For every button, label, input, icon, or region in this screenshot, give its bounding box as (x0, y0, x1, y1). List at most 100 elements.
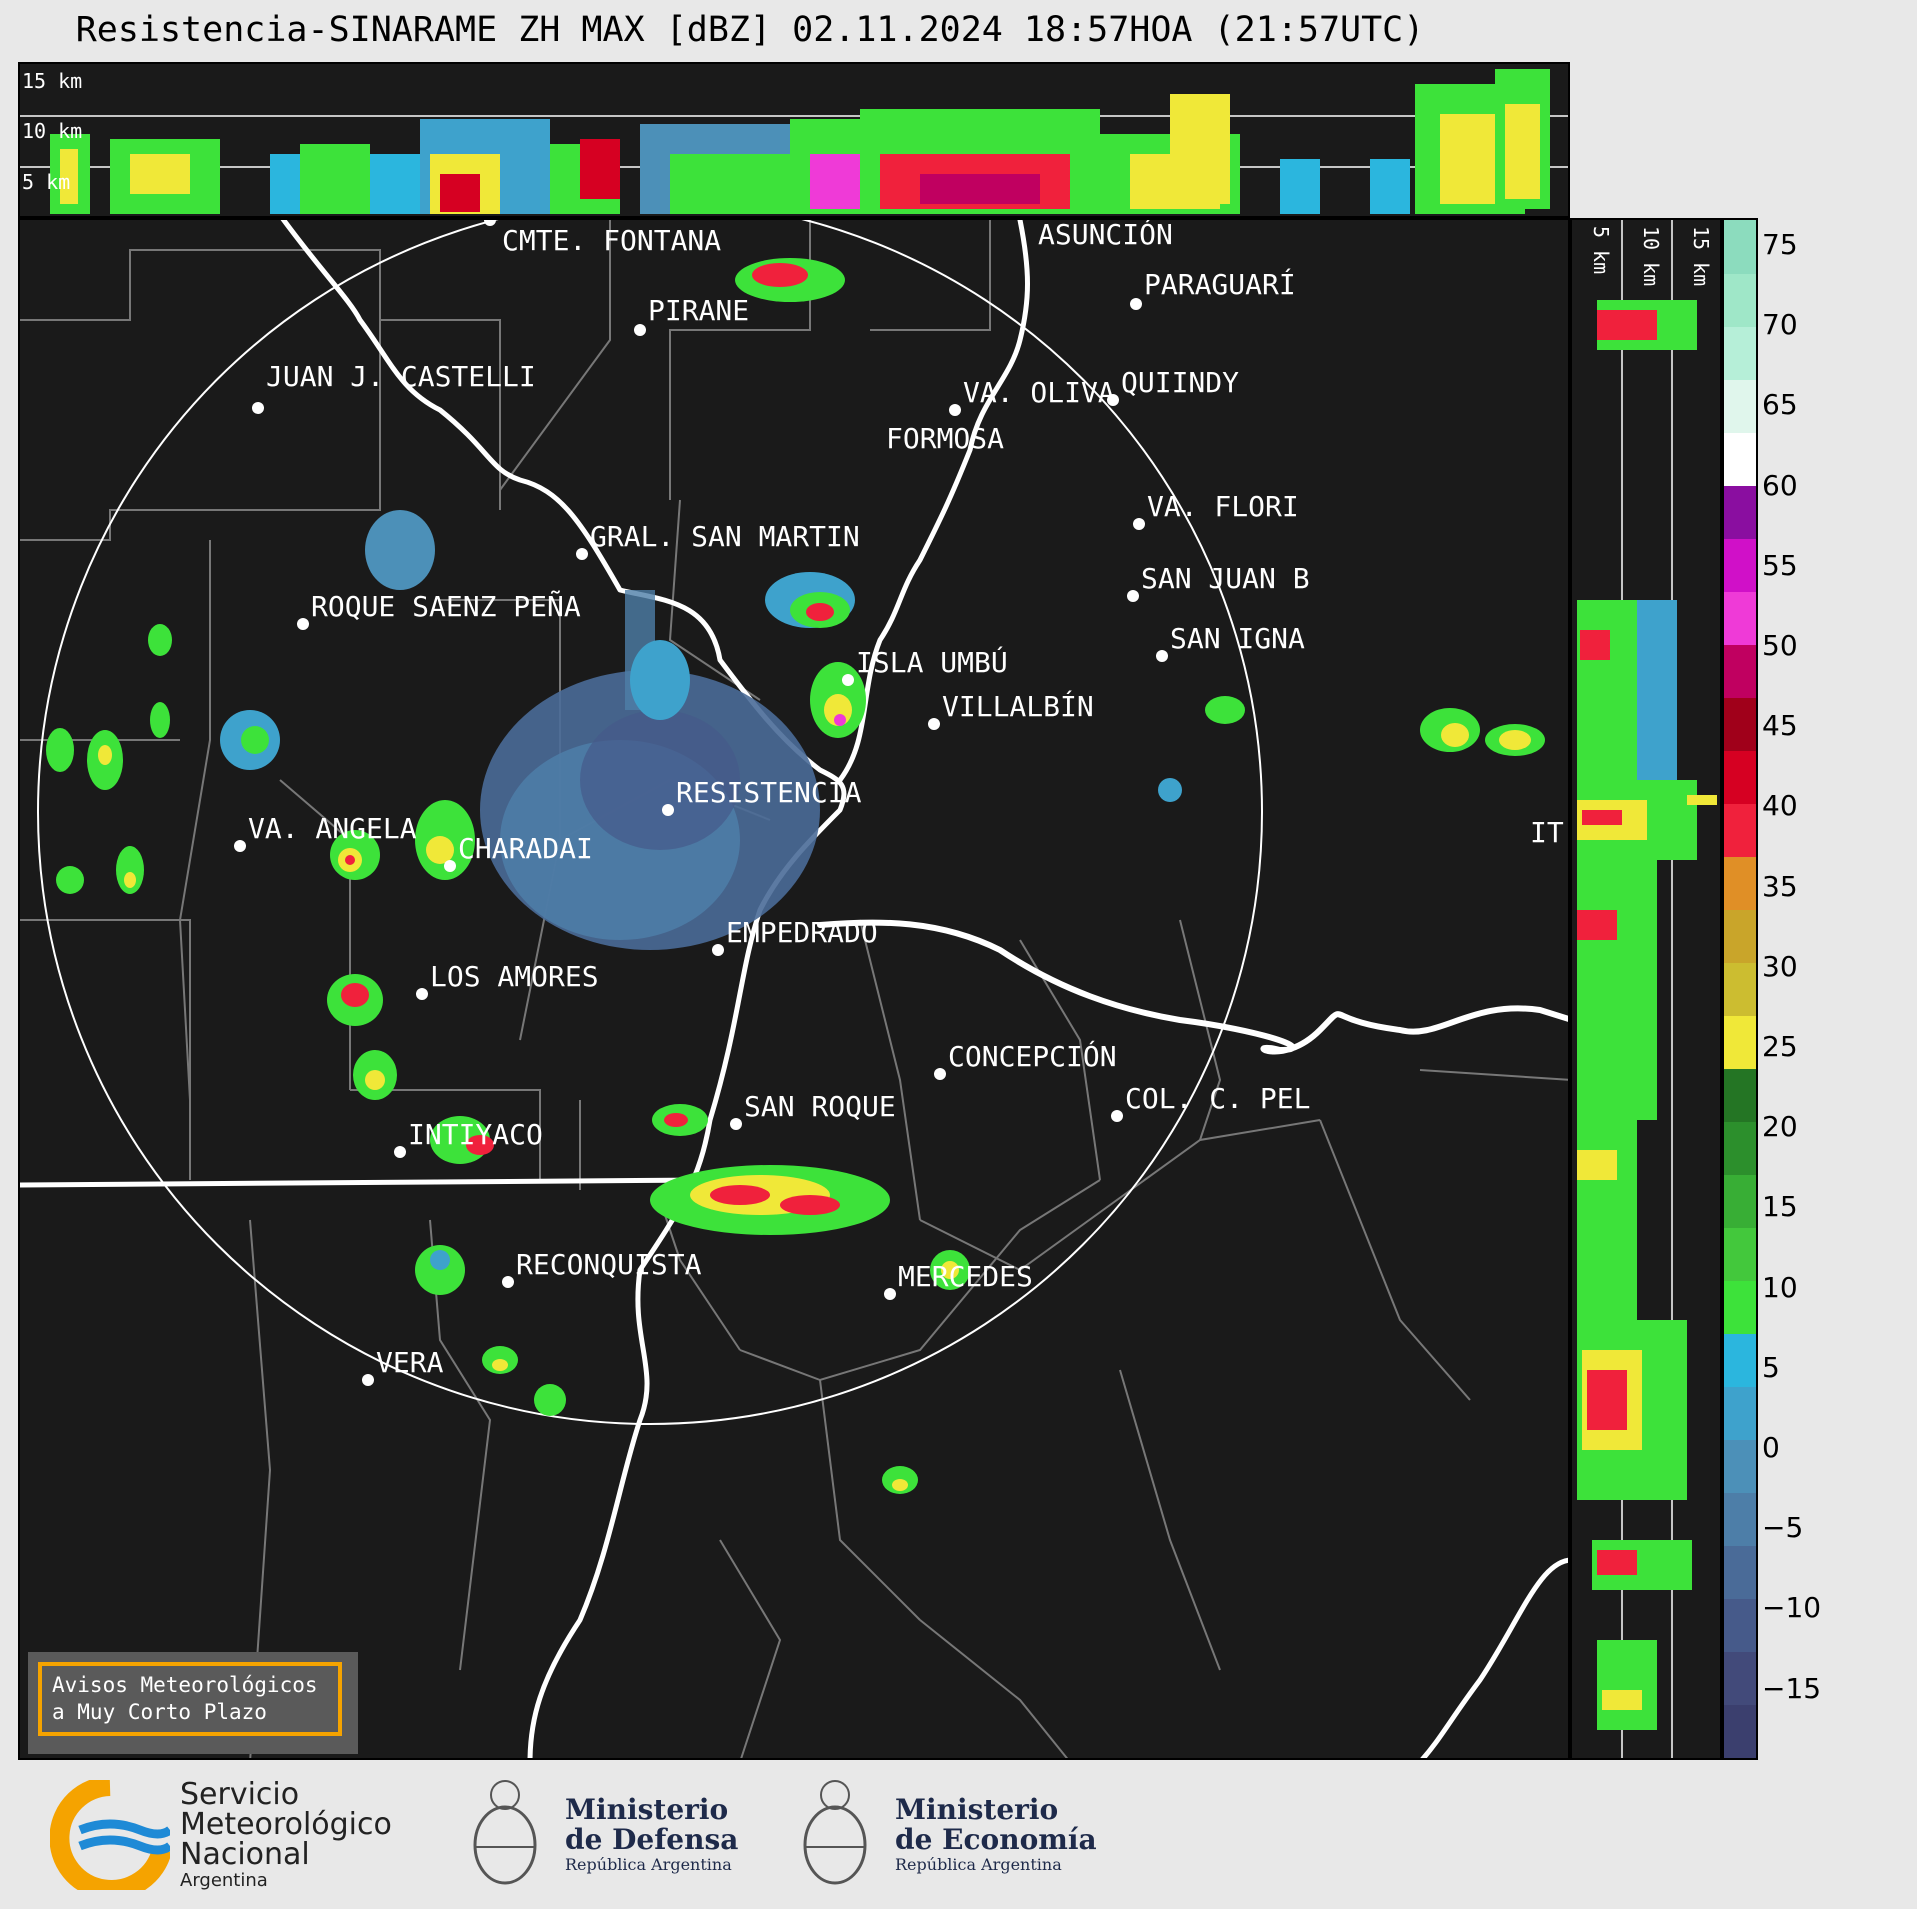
economia-logo-line-3: República Argentina (895, 1855, 1062, 1874)
colorbar-segment (1724, 856, 1756, 910)
colorbar-segment (1724, 379, 1756, 433)
smn-logo-icon (50, 1780, 170, 1890)
place-label-empedrado: EMPEDRADO (726, 916, 878, 949)
smn-logo-line-2: Meteorológico (180, 1807, 392, 1842)
colorbar-segment (1724, 750, 1756, 804)
colorbar-segment (1724, 1439, 1756, 1494)
chart-title: Resistencia-SINARAME ZH MAX [dBZ] 02.11.… (75, 10, 1425, 50)
colorbar-segment (1724, 273, 1756, 327)
place-label-va-oliva: VA. OLIVA (963, 376, 1115, 409)
smn-logo-line-4: Argentina (180, 1870, 268, 1891)
coat-of-arms-icon (473, 1780, 537, 1885)
coat-of-arms-icon (803, 1780, 867, 1885)
colorbar-tick-label: 10 (1762, 1270, 1798, 1304)
colorbar (1722, 218, 1758, 1760)
top-echo-columns (50, 69, 1550, 214)
colorbar-tick-label: −5 (1762, 1511, 1804, 1545)
place-label-quiindy: QUIINDY (1121, 366, 1239, 399)
radar-map[interactable]: CMTE. FONTANA ASUNCIÓN PARAGUARÍ PIRANE … (18, 218, 1570, 1760)
side-echo-columns (1577, 300, 1717, 1730)
colorbar-segment (1724, 909, 1756, 963)
colorbar-segment (1724, 591, 1756, 645)
place-label-gral-san-martin: GRAL. SAN MARTIN (590, 520, 860, 553)
colorbar-tick-label: 35 (1762, 869, 1798, 903)
defensa-logo-line-2: de Defensa (565, 1823, 739, 1856)
colorbar-tick-label: 50 (1762, 629, 1798, 662)
colorbar-tick-label: 75 (1762, 228, 1798, 261)
place-label-asuncion: ASUNCIÓN (1038, 220, 1173, 251)
storm-cells (46, 258, 1545, 1494)
place-label-villalbin: VILLALBÍN (942, 689, 1094, 723)
colorbar-segment (1724, 220, 1756, 274)
place-label-san-juan-b: SAN JUAN B (1141, 562, 1310, 595)
colorbar-segment (1724, 1492, 1756, 1547)
colorbar-segment (1724, 1598, 1756, 1653)
place-label-va-flori: VA. FLORI (1147, 490, 1299, 523)
place-label-resistencia: RESISTENCIA (676, 776, 862, 809)
range-ring (37, 220, 1263, 1425)
place-label-charadai: CHARADAI (458, 832, 593, 865)
place-label-paraguari: PARAGUARÍ (1144, 267, 1296, 301)
colorbar-segment (1724, 1651, 1756, 1706)
colorbar-tick-label: 60 (1762, 468, 1798, 502)
place-markers: CMTE. FONTANA ASUNCIÓN PARAGUARÍ PIRANE … (234, 220, 1564, 1386)
top-height-label-5: 5 km (22, 170, 70, 194)
colorbar-segment (1724, 1015, 1756, 1070)
colorbar-segment (1724, 1545, 1756, 1600)
defensa-logo-line-3: República Argentina (565, 1855, 732, 1874)
colorbar-tick-label: 5 (1762, 1350, 1780, 1384)
colorbar-tick-label: 45 (1762, 709, 1798, 743)
colorbar-tick-label: 30 (1762, 949, 1798, 983)
side-height-label-5: 5 km (1589, 226, 1613, 274)
top-cross-section-panel: 15 km 10 km 5 km (18, 62, 1570, 218)
colorbar-segment (1724, 485, 1756, 539)
radar-map-svg: CMTE. FONTANA ASUNCIÓN PARAGUARÍ PIRANE … (20, 220, 1568, 1758)
colorbar-segment (1724, 432, 1756, 486)
notice-line-2: a Muy Corto Plazo (52, 1700, 267, 1724)
place-label-isla-umbu: ISLA UMBÚ (856, 645, 1008, 679)
side-height-label-15: 15 km (1689, 226, 1713, 286)
place-label-intiyaco: INTIYACO (408, 1118, 543, 1151)
place-label-roque-saenz-pena: ROQUE SAENZ PEÑA (311, 589, 581, 623)
place-label-san-igna: SAN IGNA (1170, 622, 1305, 655)
place-label-vera: VERA (376, 1346, 444, 1379)
smn-logo-line-3: Nacional (180, 1837, 310, 1872)
side-height-label-10: 10 km (1639, 226, 1663, 286)
smn-logo-line-1: Servicio (180, 1777, 300, 1812)
colorbar-tick-label: 40 (1762, 789, 1798, 823)
rivers (20, 220, 1568, 1758)
place-label-concepcion: CONCEPCIÓN (948, 1039, 1117, 1073)
colorbar-tick-label: −15 (1762, 1671, 1822, 1705)
clutter-echoes (365, 510, 820, 950)
top-height-label-15: 15 km (22, 69, 82, 93)
colorbar-segment (1724, 644, 1756, 698)
colorbar-segment (1724, 803, 1756, 857)
colorbar-segment (1724, 1227, 1756, 1282)
place-label-it: IT (1530, 816, 1564, 849)
place-label-pirane: PIRANE (648, 294, 749, 327)
colorbar-tick-label: 20 (1762, 1110, 1798, 1144)
place-label-formosa: FORMOSA (886, 422, 1004, 455)
colorbar-segment (1724, 1174, 1756, 1229)
colorbar-tick-label: 15 (1762, 1190, 1798, 1224)
colorbar-segment (1724, 1333, 1756, 1388)
top-height-label-10: 10 km (22, 119, 82, 143)
place-label-cmte-fontana: CMTE. FONTANA (502, 224, 721, 257)
economia-logo-line-1: Ministerio (895, 1793, 1059, 1826)
colorbar-segment (1724, 1386, 1756, 1441)
colorbar-segment (1724, 326, 1756, 380)
admin-borders (20, 220, 1568, 1758)
place-label-juan-j-castelli: JUAN J. CASTELLI (266, 360, 536, 393)
colorbar-tick-label: 70 (1762, 308, 1798, 342)
economia-logo-line-2: de Economía (895, 1823, 1097, 1856)
side-cross-section-plot: 5 km 10 km 15 km (1577, 220, 1717, 1758)
side-cross-section-panel: 5 km 10 km 15 km (1570, 218, 1722, 1760)
notice-box[interactable]: Avisos Meteorológicos a Muy Corto Plazo (28, 1652, 358, 1754)
place-label-mercedes: MERCEDES (898, 1260, 1033, 1293)
place-label-los-amores: LOS AMORES (430, 960, 599, 993)
colorbar-segment (1724, 697, 1756, 751)
place-label-reconquista: RECONQUISTA (516, 1248, 702, 1281)
place-label-col-c-pel: COL. C. PEL (1125, 1082, 1310, 1115)
colorbar-segment (1724, 1280, 1756, 1335)
colorbar-segment (1724, 1068, 1756, 1123)
